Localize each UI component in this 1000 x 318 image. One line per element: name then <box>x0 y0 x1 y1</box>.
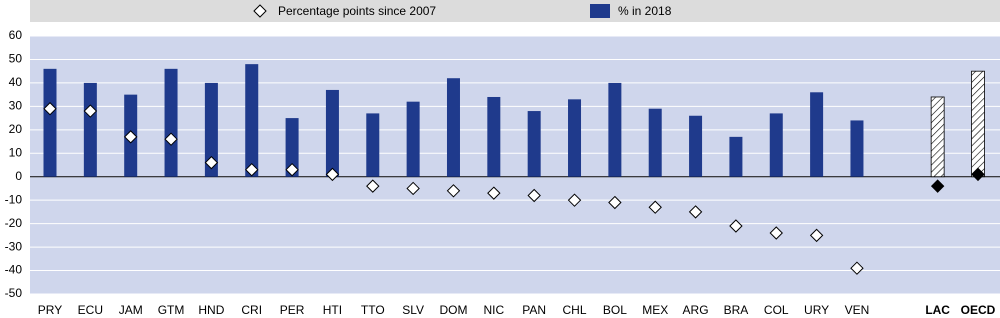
diamond-marker <box>366 179 380 193</box>
bar <box>527 111 541 177</box>
x-tick-label: ECU <box>78 303 103 317</box>
y-tick-label: -50 <box>5 286 23 300</box>
x-tick-label: NIC <box>483 303 504 317</box>
y-tick-label: -30 <box>5 239 23 253</box>
y-tick-label: 50 <box>9 52 23 66</box>
x-tick-label: DOM <box>439 303 467 317</box>
x-tick-label: SLV <box>402 303 424 317</box>
bar <box>325 89 339 177</box>
x-tick-label: LAC <box>925 303 950 317</box>
x-tick-label: CRI <box>241 303 262 317</box>
y-tick-label: -20 <box>5 216 23 230</box>
diamond-marker <box>809 228 824 243</box>
bar <box>568 99 582 177</box>
y-tick-label: 40 <box>9 75 23 89</box>
bar <box>769 113 783 177</box>
diamond-marker <box>164 132 178 146</box>
bar <box>446 78 460 177</box>
x-tick-label: HTI <box>323 303 342 317</box>
diamond-marker <box>245 162 259 177</box>
bar <box>729 136 743 177</box>
bar <box>608 82 622 177</box>
diamond-marker <box>688 205 703 219</box>
x-tick-label: JAM <box>119 303 143 317</box>
diamond-marker <box>325 167 340 182</box>
y-tick-label: 10 <box>9 145 23 159</box>
diamond-marker <box>850 261 864 275</box>
bar <box>971 70 985 178</box>
x-tick-label: HND <box>198 303 224 317</box>
y-tick-label: 30 <box>9 99 23 113</box>
x-tick-label: VEN <box>845 303 870 317</box>
bar <box>204 82 218 177</box>
x-tick-label: PER <box>280 303 305 317</box>
diamond-marker <box>43 102 57 116</box>
x-tick-label: OECD <box>961 303 996 317</box>
legend-label: % in 2018 <box>618 4 672 18</box>
x-tick-label: CHL <box>563 303 587 317</box>
y-tick-label: -10 <box>5 192 23 206</box>
bar <box>810 92 824 177</box>
y-tick-label: 60 <box>9 28 23 42</box>
diamond-marker <box>567 193 582 207</box>
bar <box>406 101 420 177</box>
plot-area <box>30 36 1000 294</box>
diamond-marker <box>769 226 783 240</box>
diamond-marker <box>83 104 98 118</box>
x-tick-label: ARG <box>683 303 709 317</box>
bar <box>850 120 864 177</box>
bar <box>245 64 259 177</box>
bar <box>487 96 501 177</box>
diamond-marker <box>285 162 299 177</box>
diamond-marker <box>648 200 662 214</box>
diamond-marker <box>971 167 985 182</box>
x-tick-label: BOL <box>603 303 627 317</box>
bar <box>43 68 57 177</box>
diamond-marker <box>527 188 541 203</box>
diamond-marker <box>608 195 622 210</box>
x-tick-label: GTM <box>158 303 185 317</box>
x-tick-label: TTO <box>361 303 385 317</box>
legend-label: Percentage points since 2007 <box>278 4 436 18</box>
bar <box>689 115 703 177</box>
x-tick-label: PRY <box>38 303 62 317</box>
bar <box>930 96 945 178</box>
y-tick-label: -40 <box>5 263 23 277</box>
diamond-marker <box>487 186 501 200</box>
bar <box>366 113 380 177</box>
legend-marker <box>590 4 610 18</box>
diamond-marker <box>204 155 219 170</box>
bar <box>648 108 662 177</box>
diamond-marker <box>446 184 461 198</box>
x-tick-label: PAN <box>522 303 546 317</box>
y-tick-label: 0 <box>15 169 22 183</box>
x-tick-label: BRA <box>724 303 749 317</box>
y-tick-label: 20 <box>9 122 23 136</box>
diamond-marker <box>123 130 138 144</box>
diamond-marker <box>729 219 743 233</box>
x-tick-label: MEX <box>642 303 668 317</box>
legend-marker <box>253 4 267 18</box>
x-tick-label: URY <box>804 303 829 317</box>
bar <box>285 118 299 177</box>
legend-box <box>30 0 1000 22</box>
diamond-marker <box>406 181 420 196</box>
bar <box>83 82 97 177</box>
x-tick-label: COL <box>764 303 789 317</box>
diamond-marker <box>930 179 945 193</box>
bar <box>164 68 178 177</box>
